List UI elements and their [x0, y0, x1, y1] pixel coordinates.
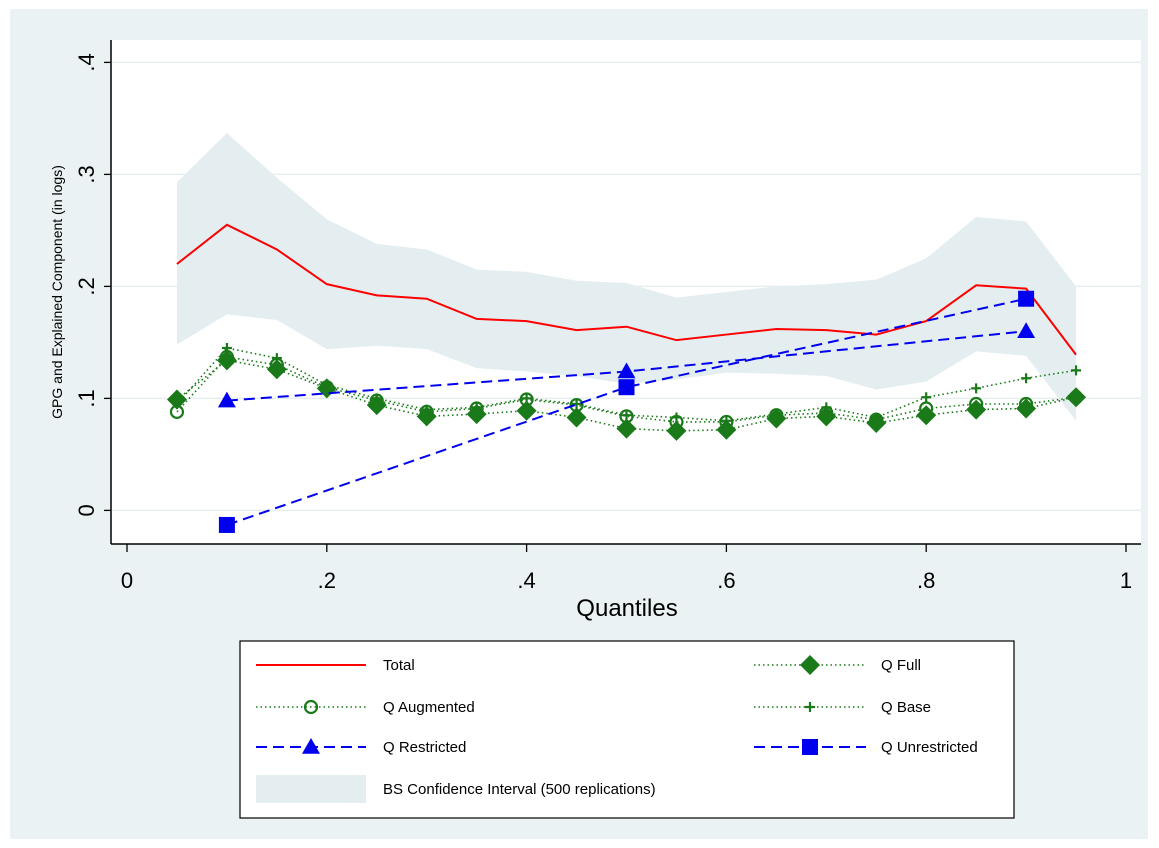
legend-label: Q Base — [881, 699, 931, 716]
x-tick-label: 0 — [121, 568, 133, 593]
legend-key-band — [256, 775, 366, 803]
series-point-q-restricted — [217, 391, 236, 408]
legend-box — [239, 640, 1015, 819]
series-point-q-base — [1021, 373, 1032, 384]
series-line-q-unrestricted — [226, 297, 1027, 526]
series-point-q-base — [921, 392, 932, 403]
series-line-total — [176, 223, 1077, 356]
series-point-q-full — [766, 408, 787, 429]
legend-label: Q Restricted — [383, 739, 466, 756]
legend-item-confidence-band: BS Confidence Interval (500 replications… — [256, 775, 656, 803]
y-ticks: 0 .1 .2 .3 .4 — [74, 53, 111, 517]
legend-item-total: Total — [256, 657, 415, 674]
y-tick-label: 0 — [74, 504, 99, 516]
legend-item-q-full: Q Full — [754, 655, 921, 675]
legend-label: Q Augmented — [383, 699, 475, 716]
series-point-q-full — [416, 406, 437, 427]
legend: Total Q Full Q Augmented Q Base Q Restricted… — [239, 640, 1015, 819]
series-point-q-full — [1016, 398, 1037, 419]
series-point-q-full — [616, 418, 637, 439]
legend-label: Q Full — [881, 657, 921, 674]
series-layer — [166, 223, 1087, 533]
series-q-restricted — [217, 322, 1036, 408]
series-point-q-full — [166, 389, 187, 410]
x-tick-label: .2 — [318, 568, 336, 593]
y-tick-label: .1 — [74, 389, 99, 407]
series-point-q-full — [266, 359, 287, 380]
series-point-q-restricted — [1017, 322, 1036, 338]
legend-key-marker — [800, 655, 820, 675]
y-tick-label: .3 — [74, 165, 99, 183]
series-point-q-base — [571, 399, 582, 409]
legend-key-marker — [802, 739, 818, 755]
series-point-q-base — [621, 410, 632, 421]
axes: 0 .1 .2 .3 .4 0 .2 .4 .6 .8 1 GPG and Explained C… — [49, 40, 1141, 622]
legend-item-q-base: Q Base — [754, 699, 931, 716]
series-point-q-unrestricted — [618, 379, 635, 396]
confidence-band — [176, 132, 1077, 421]
legend-key-marker — [303, 699, 319, 715]
legend-label: Q Unrestricted — [881, 739, 978, 756]
series-point-q-full — [816, 406, 837, 427]
y-tick-label: .2 — [74, 277, 99, 295]
series-point-q-restricted — [617, 362, 636, 379]
legend-key-marker — [805, 702, 815, 712]
x-tick-label: 1 — [1120, 568, 1132, 593]
x-tick-label: .6 — [717, 568, 735, 593]
legend-label: BS Confidence Interval (500 replications… — [383, 781, 656, 798]
legend-item-q-unrestricted: Q Unrestricted — [754, 739, 978, 756]
legend-item-q-augmented: Q Augmented — [256, 699, 475, 716]
series-point-q-unrestricted — [1018, 290, 1035, 307]
series-point-q-base — [1071, 365, 1082, 376]
x-tick-label: .8 — [917, 568, 935, 593]
plot-area — [111, 40, 1141, 544]
series-point-q-full — [666, 420, 687, 441]
series-point-q-full — [566, 407, 587, 428]
series-point-q-full — [466, 404, 487, 425]
x-tick-label: .4 — [517, 568, 535, 593]
series-point-q-full — [866, 413, 887, 434]
legend-key-marker — [302, 738, 320, 754]
series-point-q-full — [366, 395, 387, 416]
series-point-q-unrestricted — [218, 516, 235, 533]
legend-label: Total — [383, 657, 415, 674]
y-axis-title: GPG and Explained Component (in logs) — [49, 165, 65, 419]
series-point-q-full — [1066, 387, 1087, 408]
confidence-band-layer — [176, 132, 1077, 421]
series-point-q-full — [716, 419, 737, 440]
series-point-q-full — [966, 399, 987, 420]
series-total — [176, 223, 1077, 356]
series-q-unrestricted — [218, 290, 1035, 533]
x-ticks: 0 .2 .4 .6 .8 1 — [121, 544, 1132, 593]
legend-item-q-restricted: Q Restricted — [256, 738, 466, 756]
series-point-q-base — [971, 383, 982, 394]
y-tick-label: .4 — [74, 53, 99, 71]
series-point-q-full — [516, 400, 537, 421]
series-point-q-full — [216, 350, 237, 371]
x-axis-title: Quantiles — [576, 595, 677, 622]
series-q-full — [166, 350, 1087, 441]
series-point-q-full — [916, 405, 937, 426]
